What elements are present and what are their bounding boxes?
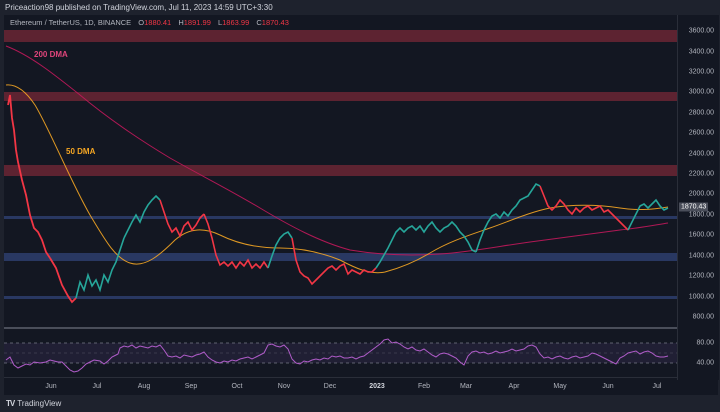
support-zone-1770 [4,216,677,219]
close-label: C [256,18,262,27]
tradingview-logo[interactable]: TV TradingView [6,399,61,408]
last-price-label: 1870.43 [679,202,709,212]
rsi-tick: 80.00 [696,339,714,347]
resistance-zone-2250 [4,165,677,176]
resistance-zone-3000 [4,92,677,101]
rsi-tick: 40.00 [696,359,714,367]
time-axis[interactable]: Jun Jul Aug Sep Oct Nov Dec 2023 Feb Mar… [4,377,677,396]
price-tick: 1600.00 [688,231,714,239]
price-path-8 [291,237,377,286]
tradingview-brand: TradingView [17,399,62,408]
publish-header: Priceaction98 published on TradingView.c… [0,0,720,15]
time-tick: Feb [417,383,431,390]
price-tick: 1000.00 [688,293,714,300]
open-label: O [138,18,145,27]
candles [7,94,669,304]
price-tick: 3600.00 [688,27,714,35]
price-path-6 [203,213,269,270]
panel-separator [4,327,718,329]
price-path-5 [159,199,205,238]
dma50-line [5,84,669,274]
dma200-label: 200 DMA [34,50,68,59]
publish-text: Priceaction98 published on TradingView.c… [5,3,273,12]
price-tick: 2600.00 [688,129,714,137]
price-path-7 [267,230,293,269]
close-value: 1870.43 [261,18,289,27]
high-value: 1891.99 [183,18,211,27]
time-tick: Aug [137,383,151,390]
price-tick: 3200.00 [688,68,714,76]
time-tick: May [553,383,567,390]
price-path-10 [475,182,541,253]
resistance-zone-3500 [4,30,677,42]
price-tick: 1200.00 [688,272,714,280]
footer: TV TradingView [0,395,720,412]
symbol-name: Ethereum / TetherUS, 1D, BINANCE [10,18,132,27]
price-path-12 [627,198,669,231]
price-tick: 800.00 [692,313,714,321]
price-path-2 [49,257,77,304]
high-label: H [178,18,184,27]
price-tick: 3000.00 [688,88,714,96]
price-tick: 1800.00 [688,211,714,218]
price-tick: 2400.00 [688,150,714,157]
time-tick: Dec [323,383,337,390]
tradingview-logo-icon: TV [6,399,15,408]
price-path-4 [123,194,161,239]
time-tick: Oct [231,383,243,390]
price-tick: 2200.00 [688,170,714,178]
support-zone-1000 [4,296,677,299]
time-tick: Jul [92,383,102,390]
open-value: 1880.41 [144,18,172,27]
price-path-3 [75,237,125,299]
support-zone-1400 [4,253,677,261]
time-tick: Jun [602,383,614,390]
rsi-line [5,338,669,373]
price-path-1 [7,94,51,259]
price-tick: 2000.00 [688,190,714,198]
price-axis[interactable]: 3600.00 3400.00 3200.00 3000.00 2800.00 … [677,15,719,380]
low-label: L [217,18,223,27]
price-path-11 [539,185,629,231]
chart-area[interactable] [4,15,718,395]
time-tick: Jul [652,383,662,390]
time-tick: Mar [459,383,473,390]
price-tick: 2800.00 [688,109,714,116]
low-value: 1863.99 [222,18,250,27]
time-tick-year: 2023 [369,383,385,390]
time-tick: Apr [508,383,520,390]
dma200-line [5,45,669,256]
time-tick: Sep [184,383,198,390]
time-tick: Jun [45,383,57,390]
price-path-9 [375,220,477,269]
price-tick: 1400.00 [688,252,714,259]
time-tick: Nov [277,383,291,390]
symbol-legend[interactable]: Ethereum / TetherUS, 1D, BINANCE O1880.4… [10,18,289,27]
price-tick: 3400.00 [688,48,714,55]
dma50-label: 50 DMA [66,147,96,156]
